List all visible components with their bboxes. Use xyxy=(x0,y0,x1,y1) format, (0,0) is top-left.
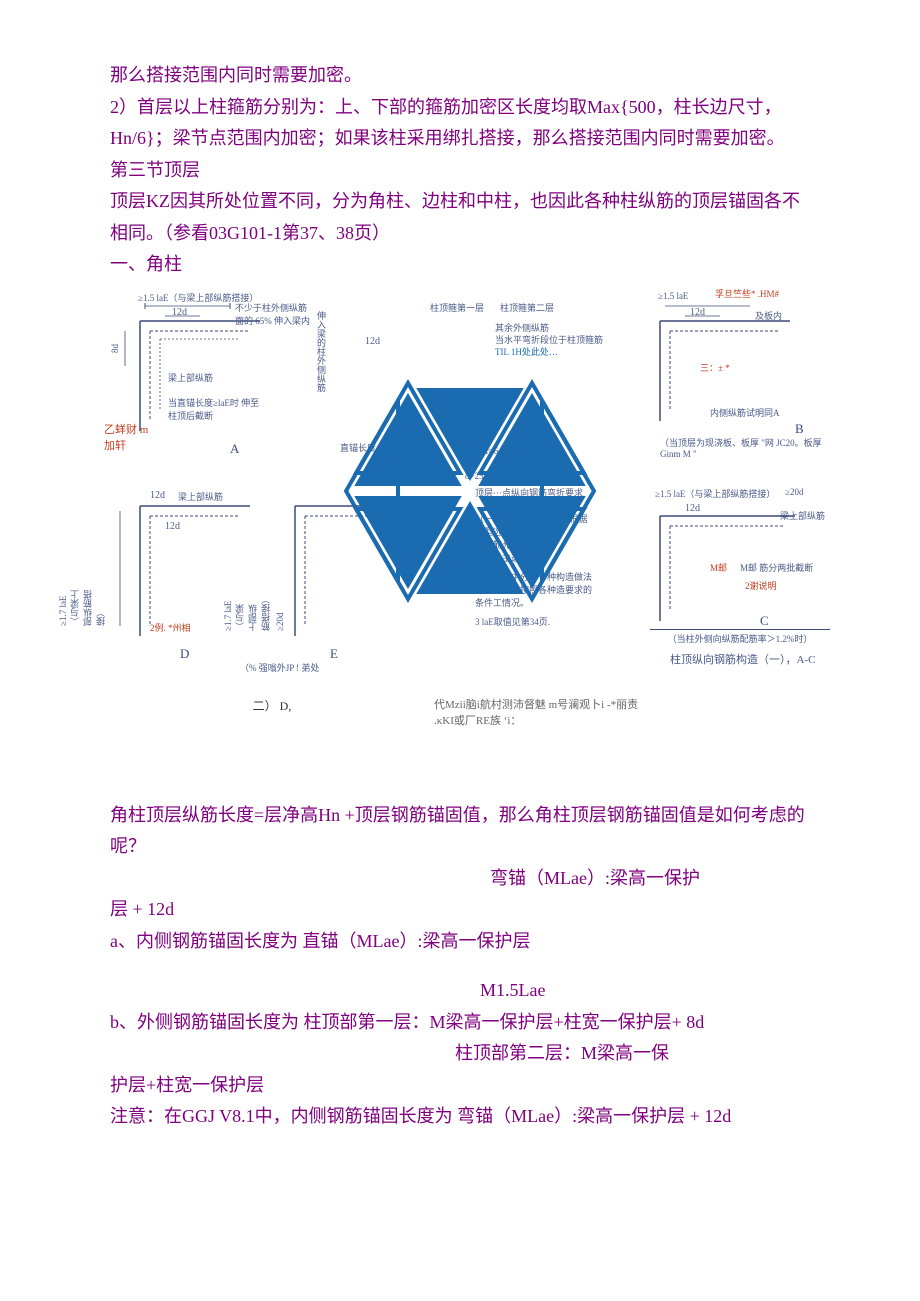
diagram-d-svg xyxy=(110,486,270,666)
label-e: E xyxy=(330,646,338,662)
paragraph-3: 第三节顶层 xyxy=(110,155,810,187)
diagram-e-svg xyxy=(270,486,400,666)
note-a-cond: 当直锚长度≥laE时 伸至柱顶后截断 xyxy=(168,396,263,422)
caption-left: 二） D, xyxy=(110,697,434,730)
dim-b-top: ≥1.5 laE xyxy=(658,291,688,301)
paragraph-5: 一、角柱 xyxy=(110,249,810,281)
label-b: B xyxy=(795,421,804,437)
mid-txt5: 钢筋自主选定。 xyxy=(475,551,645,564)
mid-txt9: 3 laE取值见第34页. xyxy=(475,615,645,628)
mid-txt6: 一连选…中分若干种构造做法 xyxy=(475,570,645,583)
dim-c-top: ≥1.5 laE（与梁上部纵筋搭接） xyxy=(655,487,775,500)
anno-d-red: 2例. *州相 xyxy=(150,621,191,634)
note-c-1: M邮 筋分两批截断 xyxy=(740,561,813,574)
anno-b-red: 孚旦竺些* .HM# xyxy=(715,287,779,300)
note-straight-len: 直锚长度≤laE xyxy=(340,441,393,454)
technical-figure: 8d ≥1.5 laE（与梁上部纵筋搭接） 12d 不少于柱外侧纵筋 面的 65… xyxy=(110,291,830,691)
note-e-bottom: （% 强嗡外JP ! 弟处 xyxy=(240,661,460,674)
dim-c-20d: ≥20d xyxy=(785,487,803,497)
dim-e-17: ≥1.7 laE（与梁上部纵筋搭接） xyxy=(223,596,272,631)
mid-txt2: （一）（二）两种类型，根据 xyxy=(475,512,645,525)
note-mid3: TIL 1H处此处… xyxy=(495,345,558,358)
mid-txt3: 类型选用。当采锚定 xyxy=(475,525,645,538)
caption-right-1: 代Mzii脑i航村测沛督魅 m号澜观卜i -*丽责 xyxy=(434,699,638,711)
caption-ac: 柱顶纵向钢筋构造（一），A-C xyxy=(670,651,840,667)
paragraph-4: 顶层KZ因其所处位置不同，分为角柱、边柱和中柱，也因此各种柱纵筋的顶层锚固各不相… xyxy=(110,186,810,249)
m15-label: M1.5Lae xyxy=(480,980,545,1000)
mid-txt4: 方钢筋允许施工人员 xyxy=(475,538,645,551)
b-line2: 柱顶部第二层：M梁高一保 xyxy=(110,1038,810,1070)
dim-b-12d: 12d xyxy=(690,307,705,318)
bend-anchor-cont: 层 + 12d xyxy=(110,894,810,926)
paragraph-2: 2）首层以上柱箍筋分别为：上、下部的箍筋加密区长度均取Max{500，柱长边尺寸… xyxy=(110,92,810,155)
a-line: a、内侧钢筋锚固长度为 直锚（MLae）:梁高一保护层 xyxy=(110,926,810,958)
note-b-inner: 内侧纵筋试明同A xyxy=(710,406,780,419)
dim-a-12d: 12d xyxy=(172,307,187,318)
b-line2-cont: 护层+柱宽一保护层 xyxy=(110,1070,810,1102)
note-a-beam: 梁上部纵筋 xyxy=(168,371,213,384)
dim-d-12d-2: 12d xyxy=(165,521,180,532)
note-d25-2: d>25 r=8d xyxy=(465,471,503,481)
note-c-beam: 梁上部纵筋 xyxy=(780,509,825,522)
b-line2-label: 柱顶部第二层：M梁高一保 xyxy=(455,1043,669,1063)
dim-d-12d-1: 12d xyxy=(150,490,165,501)
caption-right: 代Mzii脑i航村测沛督魅 m号澜观卜i -*丽责 .κKI或厂RE族 ‘i： xyxy=(434,697,830,730)
svg-text:8d: 8d xyxy=(110,343,120,353)
note-c-2: 2谢说明 xyxy=(745,579,777,592)
dim-e-20d: ≥20d xyxy=(275,612,285,630)
note-line: 注意：在GGJ V8.1中，内侧钢筋锚固长度为 弯锚（MLae）:梁高一保护层 … xyxy=(110,1101,810,1133)
bend-anchor-line: 弯锚（MLae）:梁高一保护 xyxy=(110,863,810,895)
note-b-board: 及板内 xyxy=(755,309,782,322)
bend-anchor-label: 弯锚（MLae）:梁高一保护 xyxy=(490,868,700,888)
paragraph-1: 那么搭接范围内同时需要加密。 xyxy=(110,60,810,92)
mid-txt1: 顶层···点纵向钢筋弯折要求 xyxy=(475,486,583,499)
dim-d-17: ≥1.7 laE（与梁上部纵筋搭接） xyxy=(58,586,107,626)
note-stir1: 柱顶箍第一层 xyxy=(430,301,484,314)
caption-right-2: .κKI或厂RE族 ‘i： xyxy=(434,715,521,727)
note-d-beam: 梁上部纵筋 xyxy=(178,490,223,503)
b-line: b、外侧钢筋锚固长度为 柱顶部第一层：M梁高一保护层+柱宽一保护层+ 8d xyxy=(110,1007,810,1039)
label-d: D xyxy=(180,646,189,662)
mid-txt7: 施工人员应按照各种造要求的 xyxy=(475,583,645,596)
note-d25-1: d≤25 r=6d xyxy=(465,446,503,456)
label-a: A xyxy=(230,441,239,457)
dim-center-12d: 12d xyxy=(365,336,380,347)
anno-c-m: M邮 xyxy=(710,561,727,574)
label-c: C xyxy=(760,613,769,629)
m15-line: M1.5Lae xyxy=(110,975,810,1007)
question-para: 角柱顶层纵筋长度=层净高Hn +顶层钢筋锚固值，那么角柱顶层钢筋锚固值是如何考虑… xyxy=(110,800,810,863)
mid-txt8: 条件工情况。 xyxy=(475,596,645,609)
note-stir2: 柱顶箍第二层 xyxy=(500,301,554,314)
dim-c-12d: 12d xyxy=(685,503,700,514)
anno-left-red: 乙蛘财 m 加轩 xyxy=(104,421,148,453)
figure-caption-row: 二） D, 代Mzii脑i航村测沛督魅 m号澜观卜i -*丽责 .κKI或厂RE… xyxy=(110,697,830,730)
note-c-bottom: （当柱外侧向纵筋配筋率＞1.2%时） xyxy=(650,629,830,645)
note-b-bottom: （当顶层为现浇板、板厚 "网 JC20。板厚Ginm M " xyxy=(660,436,830,459)
vert-note-1: 伸入梁的柱外侧纵筋 xyxy=(315,311,328,441)
note-a-65: 不少于柱外侧纵筋 面的 65% 伸入梁内 xyxy=(235,301,310,327)
anno-b-red2: 三：± * xyxy=(700,361,730,374)
